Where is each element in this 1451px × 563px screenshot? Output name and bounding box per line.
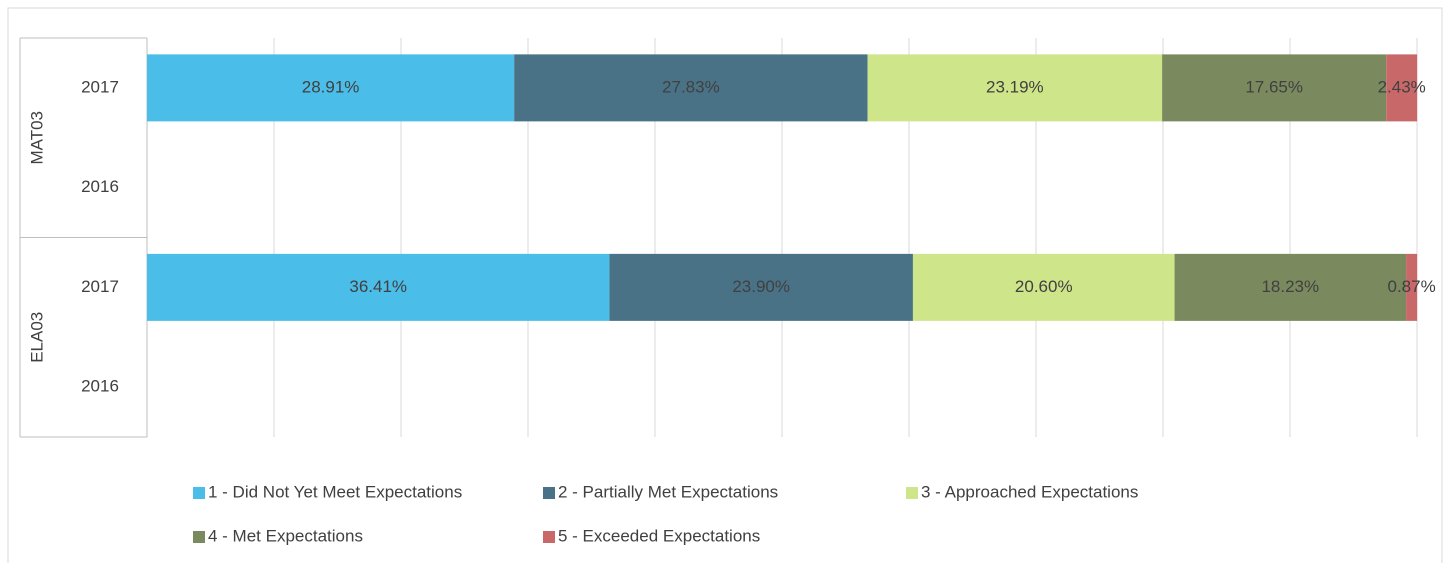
legend-label: 5 - Exceeded Expectations xyxy=(558,526,760,545)
bar-segment xyxy=(1386,54,1418,122)
legend-swatch xyxy=(543,531,555,543)
data-label: 23.90% xyxy=(732,277,790,296)
legend-label: 3 - Approached Expectations xyxy=(921,482,1138,501)
group-label: ELA03 xyxy=(27,312,46,363)
bar-segment xyxy=(1162,54,1387,122)
bar-segment xyxy=(147,54,515,122)
bar-segment xyxy=(1174,253,1407,321)
bar-segment xyxy=(1406,253,1418,321)
y-tick-label: 2016 xyxy=(81,377,119,396)
bar-segment xyxy=(912,253,1175,321)
y-tick-label: 2017 xyxy=(81,277,119,296)
data-label: 0.87% xyxy=(1388,277,1436,296)
data-label: 28.91% xyxy=(302,77,360,96)
bar-segment xyxy=(609,253,913,321)
chart-frame xyxy=(7,7,1443,563)
legend-swatch xyxy=(543,487,555,499)
legend-label: 2 - Partially Met Expectations xyxy=(558,482,778,501)
data-label: 17.65% xyxy=(1245,77,1303,96)
legend-swatch xyxy=(193,487,205,499)
bar-segment xyxy=(147,253,610,321)
data-label: 20.60% xyxy=(1015,277,1073,296)
y-tick-label: 2016 xyxy=(81,177,119,196)
data-label: 27.83% xyxy=(662,77,720,96)
legend-label: 4 - Met Expectations xyxy=(208,526,363,545)
bar-segment xyxy=(514,54,868,122)
y-tick-label: 2017 xyxy=(81,77,119,96)
bar-segment xyxy=(867,54,1163,122)
group-label: MAT03 xyxy=(27,111,46,165)
legend-swatch xyxy=(906,487,918,499)
data-label: 23.19% xyxy=(986,77,1044,96)
data-label: 2.43% xyxy=(1378,77,1426,96)
legend-label: 1 - Did Not Yet Meet Expectations xyxy=(208,482,462,501)
data-label: 36.41% xyxy=(349,277,407,296)
legend-swatch xyxy=(193,531,205,543)
data-label: 18.23% xyxy=(1261,277,1319,296)
